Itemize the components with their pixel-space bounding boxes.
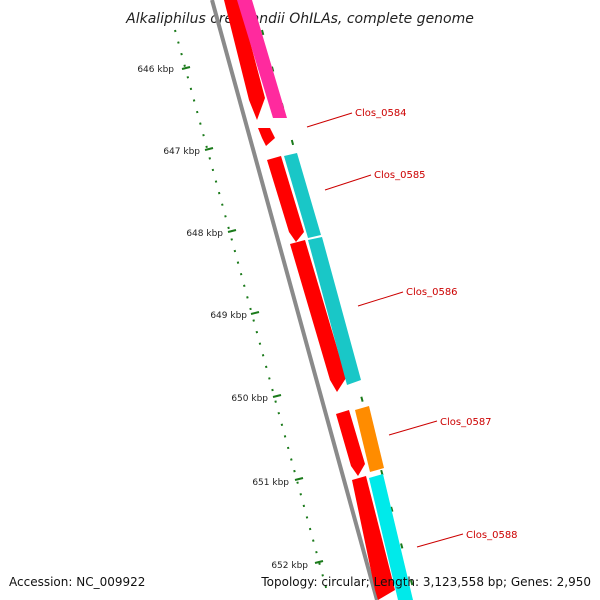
- tick-mark-651: [294, 477, 304, 481]
- cds-segment: [258, 128, 275, 146]
- cds-segment: [336, 410, 365, 476]
- leader-line-0586: [357, 291, 404, 307]
- gene-label-0586[interactable]: Clos_0586: [406, 287, 458, 298]
- gene-label-0585[interactable]: Clos_0585: [374, 170, 426, 181]
- gene-leaders: [306, 112, 464, 548]
- tick-label-652: 652 kbp: [271, 561, 308, 571]
- ruler-ticks: 646 kbp 647 kbp 648 kbp 649 kbp 650 kbp …: [137, 65, 324, 571]
- tick-mark-649: [250, 311, 260, 315]
- gene-label-0584[interactable]: Clos_0584: [355, 108, 407, 119]
- tick-mark-650: [272, 394, 282, 398]
- tick-mark-648: [227, 229, 237, 233]
- leader-line-0585: [324, 174, 372, 191]
- tick-mark-646: [181, 66, 191, 70]
- feature-teal-1: [284, 153, 321, 238]
- cds-segment: [224, 0, 265, 120]
- map-title: Alkaliphilus oremlandii OhILAs, complete…: [125, 11, 474, 27]
- tick-mark-652: [314, 560, 324, 564]
- feature-teal-2: [308, 237, 361, 385]
- tick-label-647: 647 kbp: [163, 147, 200, 157]
- tick-label-649: 649 kbp: [210, 311, 247, 321]
- ruler-dotted-line: [174, 29, 329, 596]
- gene-label-0588[interactable]: Clos_0588: [466, 530, 518, 541]
- cds-segment: [352, 476, 395, 600]
- gene-label-0587[interactable]: Clos_0587: [440, 417, 492, 428]
- cds-track-red: [224, 0, 395, 600]
- tick-label-646: 646 kbp: [137, 65, 174, 75]
- tick-label-648: 648 kbp: [186, 229, 223, 239]
- cds-segment: [267, 156, 304, 242]
- feature-magenta: [237, 0, 287, 118]
- tick-mark-647: [204, 147, 214, 151]
- feature-cyan: [369, 474, 413, 600]
- leader-line-0584: [306, 112, 353, 128]
- genome-backbone: [210, 0, 379, 600]
- cds-segment: [290, 240, 346, 392]
- leader-line-0587: [388, 420, 438, 436]
- leader-line-0588: [416, 533, 464, 548]
- tick-label-651: 651 kbp: [252, 478, 289, 488]
- feature-orange: [355, 406, 384, 472]
- genome-summary-text: Topology: circular; Length: 3,123,558 bp…: [260, 575, 591, 589]
- tick-label-650: 650 kbp: [231, 394, 268, 404]
- feature-track: [237, 0, 413, 600]
- accession-text: Accession: NC_009922: [9, 575, 145, 589]
- gene-labels: Clos_0584 Clos_0585 Clos_0586 Clos_0587 …: [355, 108, 518, 541]
